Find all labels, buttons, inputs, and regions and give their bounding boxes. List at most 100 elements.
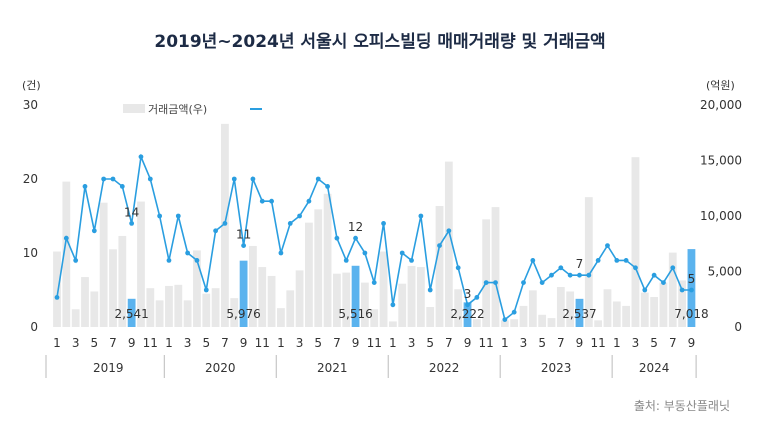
y-left-tick-20: 20 [23, 172, 38, 186]
bar-2020-12 [267, 275, 276, 327]
x-tick-27: 7 [557, 336, 565, 350]
point-2022-03 [409, 258, 414, 263]
bar-2024-01 [612, 301, 621, 327]
bar-2023-11 [594, 320, 603, 327]
x-tick-9: 7 [221, 336, 229, 350]
bar-2024-05 [650, 297, 659, 327]
bar-2021-03 [295, 270, 304, 327]
bar-2019-11 [146, 288, 155, 327]
point-2023-04 [530, 258, 536, 263]
year-label-2021: 2021 [317, 361, 348, 375]
bar-2020-04 [193, 250, 201, 327]
bar-2022-02 [398, 283, 407, 327]
point-2020-08 [231, 176, 237, 182]
bar-2021-10 [360, 282, 369, 327]
point-2021-08 [343, 258, 349, 263]
bar-2022-03 [407, 265, 416, 327]
bar-value-label-2024-09: 7,018 [674, 307, 708, 321]
x-tick-0: 1 [53, 336, 61, 350]
y-left-tick-10: 10 [23, 246, 38, 260]
point-2020-10 [250, 176, 256, 182]
point-2023-01 [502, 317, 508, 322]
point-2022-02 [399, 250, 405, 256]
point-2019-08 [119, 184, 125, 189]
bar-2021-01 [277, 308, 285, 327]
point-2020-04 [194, 258, 200, 263]
point-2022-08 [455, 265, 461, 271]
point-2019-12 [157, 213, 163, 219]
count-value-label-2023-09: 7 [576, 257, 584, 271]
bar-2022-11 [482, 219, 491, 327]
x-tick-7: 3 [184, 336, 192, 350]
point-2019-07 [110, 176, 116, 182]
source-note: 출처: 부동산플래닛 [633, 399, 730, 413]
point-2024-08 [679, 287, 685, 293]
year-label-2019: 2019 [93, 361, 124, 375]
x-tick-21: 7 [445, 336, 453, 350]
point-2021-03 [297, 213, 302, 219]
point-2022-06 [437, 243, 442, 249]
x-tick-10: 9 [240, 336, 248, 350]
bar-2023-08 [566, 291, 575, 327]
point-2024-07 [670, 265, 676, 271]
point-2020-03 [185, 250, 191, 256]
x-tick-12: 1 [277, 336, 285, 350]
legend-bar-label: 거래금액(우) [148, 103, 207, 116]
y-right-tick-20000: 20,000 [700, 98, 742, 112]
point-2019-10 [138, 154, 144, 160]
chart-title: 2019년~2024년 서울시 오피스빌딩 매매거래량 및 거래금액 [154, 32, 606, 52]
point-2019-11 [147, 176, 153, 182]
x-tick-8: 5 [202, 336, 210, 350]
bar-2019-03 [71, 309, 80, 327]
year-label-2023: 2023 [541, 361, 572, 375]
point-2021-11 [371, 280, 377, 285]
point-2022-09 [465, 302, 470, 308]
y-right-tick-15000: 15,000 [700, 154, 742, 168]
year-label-2022: 2022 [429, 361, 460, 375]
point-2024-02 [623, 258, 629, 263]
point-2021-01 [278, 250, 284, 256]
bar-2022-09 [463, 302, 472, 327]
bar-2022-01 [388, 321, 397, 327]
x-tick-32: 5 [650, 336, 658, 350]
y-right-tick-10000: 10,000 [700, 209, 742, 223]
bar-2023-01 [500, 320, 509, 327]
point-2024-03 [633, 265, 638, 271]
point-2024-04 [642, 287, 648, 293]
year-label-2024: 2024 [639, 361, 670, 375]
bar-2023-07 [556, 287, 565, 327]
point-2019-09 [129, 221, 135, 226]
bar-2021-12 [379, 251, 388, 327]
line-series [54, 153, 694, 322]
point-2020-09 [241, 243, 247, 249]
point-2020-02 [175, 213, 181, 219]
point-2019-03 [73, 258, 79, 263]
point-2022-04 [418, 213, 424, 219]
bar-2023-06 [547, 318, 556, 327]
bar-2021-08 [342, 272, 351, 327]
bar-2019-04 [81, 277, 89, 327]
bar-2019-08 [118, 235, 127, 327]
point-2022-10 [474, 295, 480, 300]
bar-2022-05 [426, 307, 435, 327]
bar-2024-03 [631, 157, 640, 327]
bar-value-label-2023-09: 2,537 [562, 307, 596, 321]
x-tick-24: 1 [501, 336, 509, 350]
point-2019-06 [101, 176, 107, 182]
bar-2020-06 [211, 288, 220, 327]
bar-2024-04 [640, 292, 649, 327]
bar-2019-10 [137, 201, 145, 327]
x-tick-31: 3 [632, 336, 640, 350]
bar-2020-08 [230, 298, 239, 327]
point-2023-08 [567, 272, 573, 278]
bar-2024-06 [659, 282, 668, 327]
bar-2023-02 [510, 319, 519, 327]
point-2023-10 [586, 272, 592, 278]
x-tick-22: 9 [464, 336, 472, 350]
bar-2022-08 [454, 289, 463, 327]
year-label-2020: 2020 [205, 361, 236, 375]
y-right-unit: (억원) [706, 79, 735, 92]
point-2022-01 [390, 302, 396, 308]
data-labels: 2,541 5,976 5,516 2,222 2,537 7,018 14 11 12 3 7 5 [114, 205, 708, 321]
point-2023-12 [605, 243, 610, 249]
